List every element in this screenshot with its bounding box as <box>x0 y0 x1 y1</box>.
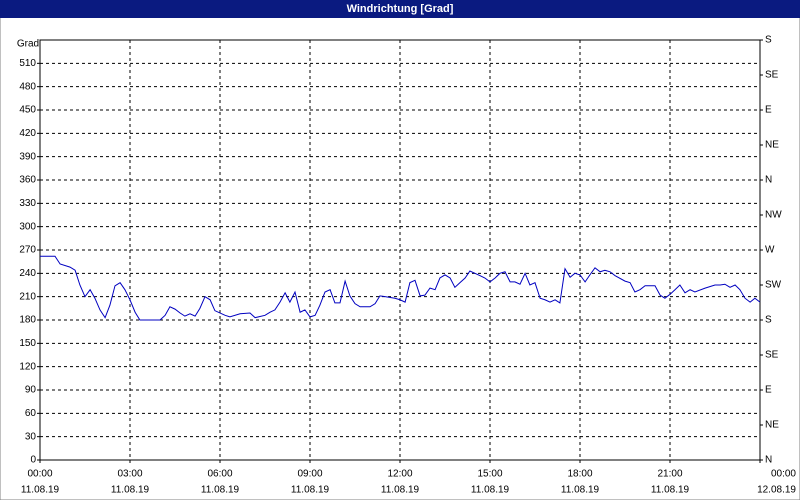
x-tick-date: 11.08.19 <box>561 485 600 496</box>
x-tick-label: 15:00 <box>477 469 502 480</box>
y-axis-unit: Grad <box>17 39 39 50</box>
y-tick-label: 510 <box>19 58 36 69</box>
y-tick-label: 90 <box>25 385 37 396</box>
y-tick-label: 150 <box>19 338 36 349</box>
chart-title: Windrichtung [Grad] <box>347 3 454 15</box>
y-tick-label: 0 <box>30 455 36 466</box>
y2-tick-label: N <box>765 455 772 466</box>
y2-tick-label: E <box>765 105 772 116</box>
y2-tick-label: NE <box>765 420 779 431</box>
x-tick-date: 11.08.19 <box>111 485 150 496</box>
y-tick-label: 30 <box>25 431 37 442</box>
y-tick-label: 270 <box>19 245 36 256</box>
x-tick-date: 12.08.19 <box>757 485 796 496</box>
x-tick-label: 06:00 <box>207 469 232 480</box>
y-tick-label: 180 <box>19 315 36 326</box>
x-tick-label: 12:00 <box>387 469 412 480</box>
y-tick-label: 420 <box>19 128 36 139</box>
x-tick-date: 11.08.19 <box>381 485 420 496</box>
y-tick-label: 300 <box>19 221 36 232</box>
x-tick-label: 21:00 <box>657 469 682 480</box>
y2-tick-label: NW <box>765 210 782 221</box>
title-bar <box>0 0 800 18</box>
plot-frame <box>39 39 761 461</box>
y2-tick-label: S <box>765 35 772 46</box>
x-tick-date: 11.08.19 <box>471 485 510 496</box>
y-tick-label: 120 <box>19 361 36 372</box>
x-tick-label: 09:00 <box>297 469 322 480</box>
x-tick-label: 00:00 <box>771 469 796 480</box>
y-tick-label: 360 <box>19 175 36 186</box>
y2-tick-label: NE <box>765 140 779 151</box>
x-tick-label: 03:00 <box>117 469 142 480</box>
y-tick-label: 450 <box>19 105 36 116</box>
y2-tick-label: S <box>765 315 772 326</box>
x-tick-date: 11.08.19 <box>201 485 240 496</box>
y-tick-label: 60 <box>25 408 37 419</box>
x-tick-date: 11.08.19 <box>651 485 690 496</box>
y2-tick-label: E <box>765 385 772 396</box>
y-tick-label: 210 <box>19 291 36 302</box>
data-line <box>40 255 761 321</box>
y2-tick-label: SW <box>765 280 782 291</box>
y-tick-label: 480 <box>19 81 36 92</box>
x-tick-date: 11.08.19 <box>291 485 330 496</box>
x-tick-label: 18:00 <box>567 469 592 480</box>
y2-tick-label: N <box>765 175 772 186</box>
y-tick-label: 330 <box>19 198 36 209</box>
y2-tick-label: SE <box>765 70 779 81</box>
y-tick-label: 390 <box>19 151 36 162</box>
x-tick-date: 11.08.19 <box>21 485 60 496</box>
y2-tick-label: W <box>765 245 775 256</box>
x-tick-label: 00:00 <box>27 469 52 480</box>
y-tick-label: 240 <box>19 268 36 279</box>
y2-tick-label: SE <box>765 350 779 361</box>
